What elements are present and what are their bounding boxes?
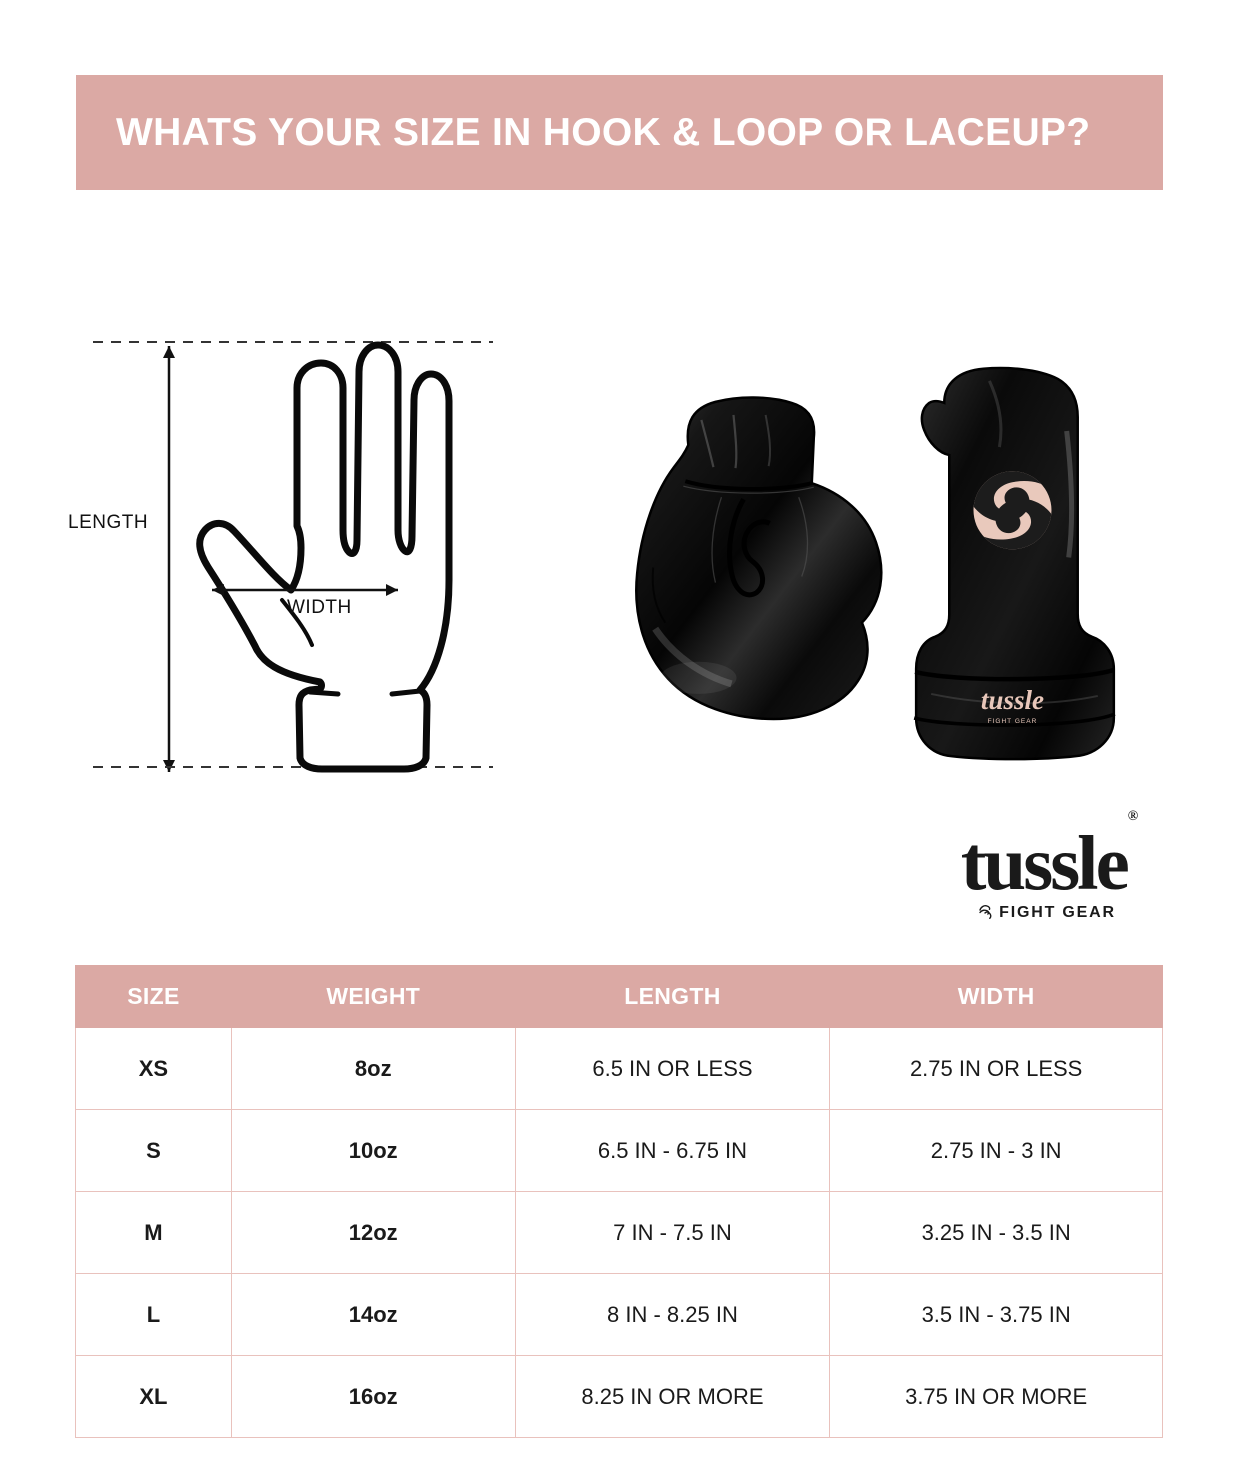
svg-text:FIGHT GEAR: FIGHT GEAR xyxy=(988,718,1038,725)
svg-text:tussle: tussle xyxy=(981,685,1044,715)
